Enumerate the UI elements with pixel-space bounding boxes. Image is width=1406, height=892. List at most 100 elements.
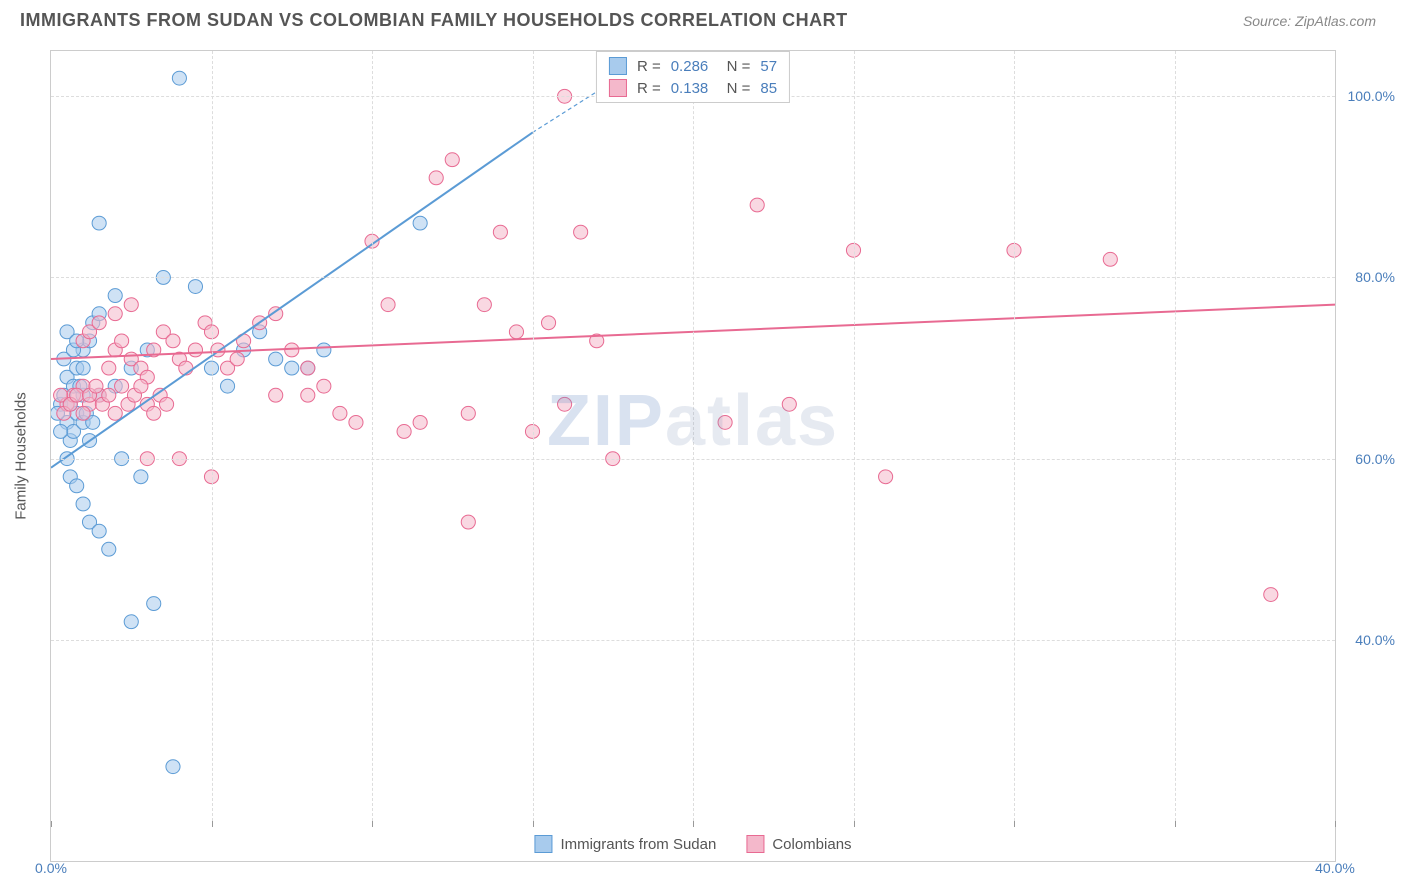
scatter-point [102,361,116,375]
legend-row-series2: R = 0.138 N = 85 [609,77,777,99]
scatter-point [477,298,491,312]
legend-label-1: Immigrants from Sudan [560,836,716,853]
scatter-point [397,425,411,439]
scatter-point [317,379,331,393]
scatter-point [461,406,475,420]
scatter-point [558,397,572,411]
legend-swatch-bottom-1 [534,835,552,853]
legend-swatch-1 [609,57,627,75]
scatter-point [70,388,84,402]
y-tick-label: 100.0% [1348,88,1395,104]
chart-title: IMMIGRANTS FROM SUDAN VS COLOMBIAN FAMIL… [20,10,848,31]
scatter-point [879,470,893,484]
scatter-point [76,406,90,420]
scatter-point [1103,252,1117,266]
scatter-point [413,415,427,429]
scatter-point [413,216,427,230]
gridline-v [533,51,534,821]
gridline-v [1014,51,1015,821]
legend-swatch-bottom-2 [746,835,764,853]
scatter-point [718,415,732,429]
scatter-point [108,289,122,303]
x-tick-mark [372,821,373,827]
legend-swatch-2 [609,79,627,97]
scatter-point [349,415,363,429]
x-tick-mark [212,821,213,827]
legend-item-series1: Immigrants from Sudan [534,835,716,853]
scatter-point [541,316,555,330]
scatter-point [509,325,523,339]
scatter-point [461,515,475,529]
scatter-point [124,298,138,312]
scatter-point [76,497,90,511]
source-attribution: Source: ZipAtlas.com [1243,13,1376,29]
scatter-point [115,379,129,393]
x-tick-mark [533,821,534,827]
gridline-v [693,51,694,821]
x-tick-mark [854,821,855,827]
y-tick-label: 60.0% [1355,451,1395,467]
correlation-r-2: 0.138 [671,80,709,97]
scatter-point [317,343,331,357]
scatter-point [381,298,395,312]
legend-item-series2: Colombians [746,835,851,853]
scatter-point [782,397,796,411]
gridline-v [1175,51,1176,821]
scatter-point [166,760,180,774]
scatter-point [159,397,173,411]
correlation-legend: R = 0.286 N = 57 R = 0.138 N = 85 [596,51,790,103]
y-tick-label: 40.0% [1355,632,1395,648]
x-tick-label: 40.0% [1315,860,1355,876]
scatter-point [70,479,84,493]
scatter-point [301,388,315,402]
x-tick-mark [51,821,52,827]
x-tick-mark [1014,821,1015,827]
gridline-v [212,51,213,821]
x-tick-mark [1335,821,1336,827]
scatter-point [147,406,161,420]
scatter-point [147,597,161,611]
scatter-point [166,334,180,348]
scatter-point [574,225,588,239]
scatter-point [269,388,283,402]
scatter-point [89,379,103,393]
scatter-point [188,343,202,357]
y-tick-label: 80.0% [1355,269,1395,285]
x-tick-label: 0.0% [35,860,67,876]
scatter-point [493,225,507,239]
scatter-point [102,542,116,556]
scatter-point [188,280,202,294]
chart-container: Family Households ZIPatlas R = 0.286 N =… [50,50,1336,862]
scatter-point [134,470,148,484]
scatter-point [92,316,106,330]
scatter-point [76,361,90,375]
scatter-point [54,425,68,439]
scatter-point [108,307,122,321]
scatter-point [220,379,234,393]
x-tick-mark [1175,821,1176,827]
y-axis-label: Family Households [13,392,30,520]
gridline-v [372,51,373,821]
scatter-point [333,406,347,420]
correlation-r-1: 0.286 [671,58,709,75]
scatter-point [445,153,459,167]
chart-header: IMMIGRANTS FROM SUDAN VS COLOMBIAN FAMIL… [0,0,1406,36]
scatter-point [124,615,138,629]
x-tick-mark [693,821,694,827]
scatter-point [301,361,315,375]
scatter-point [102,388,116,402]
scatter-point [750,198,764,212]
correlation-n-2: 85 [760,80,777,97]
series-legend: Immigrants from Sudan Colombians [534,835,851,853]
scatter-point [134,379,148,393]
scatter-point [1264,588,1278,602]
scatter-point [285,361,299,375]
legend-label-2: Colombians [772,836,851,853]
correlation-n-1: 57 [760,58,777,75]
scatter-point [172,71,186,85]
plot-area: ZIPatlas R = 0.286 N = 57 R = 0.138 N = … [51,51,1335,821]
scatter-point [269,352,283,366]
gridline-v [854,51,855,821]
scatter-point [115,334,129,348]
scatter-point [108,406,122,420]
